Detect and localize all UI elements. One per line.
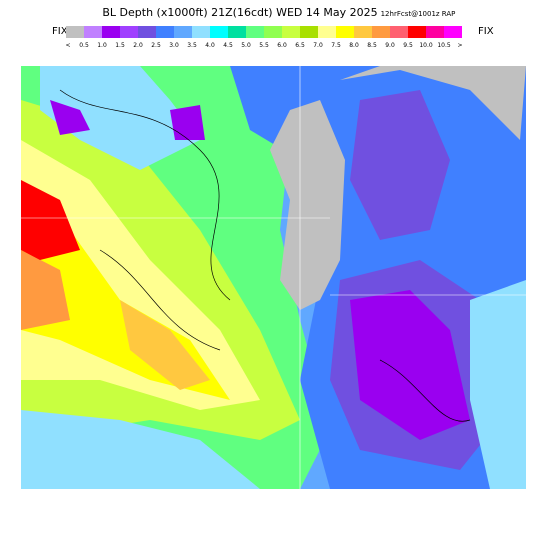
legend-label: 9.0 [385,42,395,49]
legend-swatch [192,26,210,38]
subtitle: 12hrFcst@1001z RAP [381,10,456,18]
legend-label: 4.5 [223,42,233,49]
legend-swatch [300,26,318,38]
title: BL Depth (x1000ft) 21Z(16cdt) WED 14 May… [102,6,377,19]
legend-label: > [457,42,462,49]
legend-label: 9.5 [403,42,413,49]
legend-swatch [372,26,390,38]
legend-label: 7.5 [331,42,341,49]
legend-swatch [318,26,336,38]
legend-label: 10.5 [437,42,451,49]
legend-swatch [408,26,426,38]
legend-label: 3.0 [169,42,179,49]
legend-swatch [426,26,444,38]
legend-swatch [138,26,156,38]
legend-label: 8.5 [367,42,377,49]
legend-swatch [444,26,462,38]
legend-swatch [210,26,228,38]
legend-label: < [65,42,70,49]
legend-swatch [102,26,120,38]
legend-swatch [174,26,192,38]
legend-label: 2.5 [151,42,161,49]
legend-swatch [156,26,174,38]
legend-swatch [228,26,246,38]
legend-label: 6.0 [277,42,287,49]
legend-right: FIX [478,26,494,37]
legend-swatch [246,26,264,38]
legend-label: 5.5 [259,42,269,49]
legend-label: 4.0 [205,42,215,49]
legend-swatch [66,26,84,38]
legend-swatch [282,26,300,38]
legend-label: 5.0 [241,42,251,49]
legend-label: 2.0 [133,42,143,49]
legend-swatch [120,26,138,38]
legend-label: 1.5 [115,42,125,49]
legend-swatch [264,26,282,38]
legend-label: 3.5 [187,42,197,49]
legend-label: 7.0 [313,42,323,49]
legend-left: FIX [52,26,68,37]
legend-label: 1.0 [97,42,107,49]
legend-label: 10.0 [419,42,433,49]
legend-swatch [84,26,102,38]
legend-swatch [354,26,372,38]
legend-swatch [336,26,354,38]
legend-label: 6.5 [295,42,305,49]
legend-label: 0.5 [79,42,89,49]
legend-label: 8.0 [349,42,359,49]
legend: <0.5 1.0 1.5 2.0 2.5 3.0 3.5 4.0 4.5 5.0 5.5 6.0 6.5… [65,26,463,49]
legend-swatch [390,26,408,38]
map [21,66,526,489]
